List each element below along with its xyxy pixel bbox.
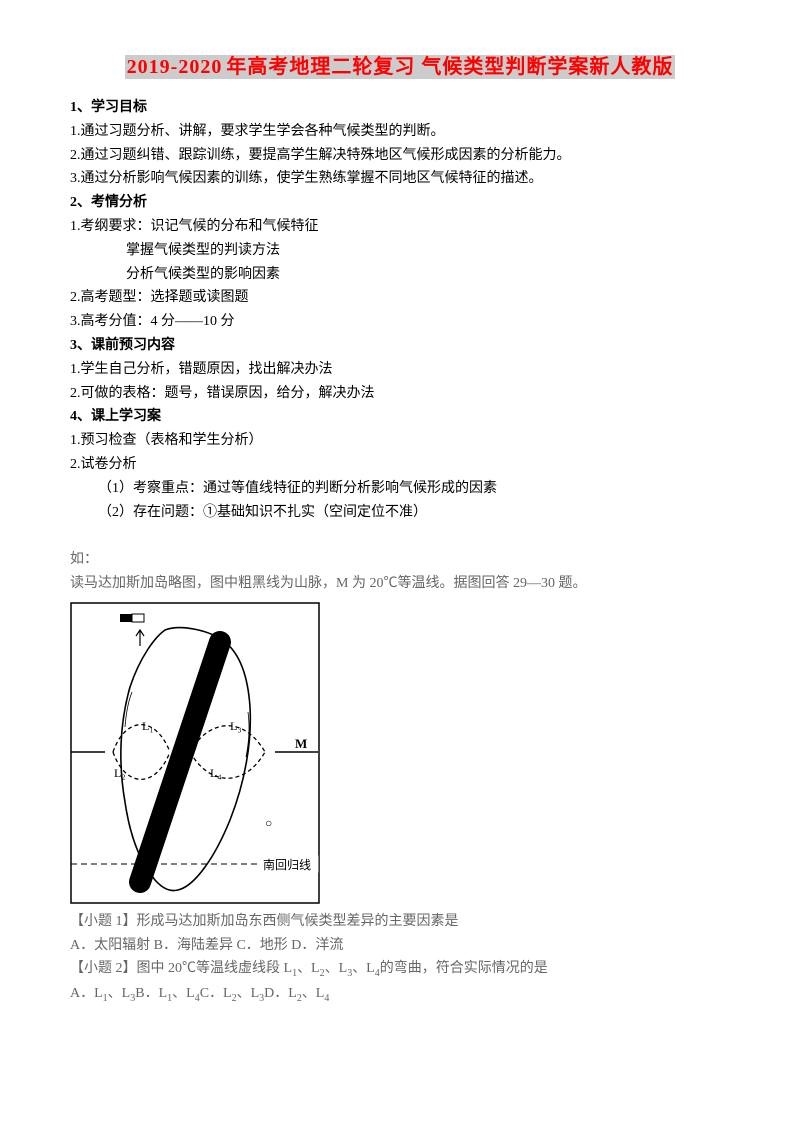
s2-line-2: 2.高考题型：选择题或读图题 [70, 286, 730, 310]
q2-stem: 【小题 2】图中 20℃等温线虚线段 L1、L2、L3、L4的弯曲，符合实际情况… [70, 957, 730, 982]
section-1-head: 1、学习目标 [70, 96, 730, 120]
madagascar-map: L₁ L₂ L₃ L₄ M ○ 南回归线 [70, 602, 730, 904]
section-4-head: 4、课上学习案 [70, 405, 730, 429]
section-3-head: 3、课前预习内容 [70, 334, 730, 358]
q2-stem-b: 的弯曲，符合实际情况的是 [380, 961, 548, 976]
s4-line-1: 1.预习检查（表格和学生分析） [70, 429, 730, 453]
s3-line-2: 2.可做的表格：题号，错误原因，给分，解决办法 [70, 382, 730, 406]
svg-text:L₁: L₁ [142, 719, 154, 733]
sub-d2: 4 [324, 993, 329, 1004]
s3-line-1: 1.学生自己分析，错题原因，找出解决办法 [70, 358, 730, 382]
sub-2: 2 [320, 968, 325, 979]
q2-opt-c: C．L [200, 986, 232, 1001]
sub-c1: 2 [232, 993, 237, 1004]
example-prompt: 读马达加斯加岛略图，图中粗黑线为山脉，M 为 20℃等温线。据图回答 29—30… [70, 572, 730, 596]
title-year: 2019-2020 [125, 55, 225, 79]
sub-d1: 2 [297, 993, 302, 1004]
spacer [70, 524, 730, 548]
s1-line-2: 2.通过习题纠错、跟踪训练，要提高学生解决特殊地区气候形成因素的分析能力。 [70, 144, 730, 168]
example-lead: 如： [70, 548, 730, 572]
s4-line-2: 2.试卷分析 [70, 453, 730, 477]
s2-line-1: 1.考纲要求：识记气候的分布和气候特征 [70, 215, 730, 239]
s2-line-1a: 掌握气候类型的判读方法 [70, 239, 730, 263]
s4-line-2b: （2）存在问题：①基础知识不扎实（空间定位不准） [70, 501, 730, 525]
title-rest: 年高考地理二轮复习 气候类型判断学案新人教版 [224, 55, 675, 79]
s1-line-3: 3.通过分析影响气候因素的训练，使学生熟练掌握不同地区气候特征的描述。 [70, 167, 730, 191]
q2-stem-a: 【小题 2】图中 20℃等温线虚线段 L [70, 961, 292, 976]
page-title: 2019-2020年高考地理二轮复习 气候类型判断学案新人教版 [70, 50, 730, 84]
sub-1: 1 [292, 968, 297, 979]
svg-text:M: M [295, 736, 307, 751]
q2-opt-d: D．L [264, 986, 297, 1001]
svg-text:L₃: L₃ [230, 719, 242, 733]
svg-text:L₂: L₂ [114, 766, 126, 780]
q1-stem: 【小题 1】形成马达加斯加岛东西侧气候类型差异的主要因素是 [70, 910, 730, 934]
q2-opt-b: B．L [135, 986, 167, 1001]
q2-opt-a: A．L [70, 986, 103, 1001]
s2-line-3: 3.高考分值：4 分——10 分 [70, 310, 730, 334]
q1-options: A．太阳辐射 B．海陆差异 C．地形 D．洋流 [70, 934, 730, 958]
sub-b1: 1 [167, 993, 172, 1004]
svg-text:L₄: L₄ [210, 766, 222, 780]
sub-3: 3 [347, 968, 352, 979]
q2-options: A．L1、L3B．L1、L4C．L2、L3D．L2、L4 [70, 982, 730, 1007]
svg-text:○: ○ [265, 816, 272, 830]
s4-line-2a: （1）考察重点：通过等值线特征的判断分析影响气候形成的因素 [70, 477, 730, 501]
s1-line-1: 1.通过习题分析、讲解，要求学生学会各种气候类型的判断。 [70, 120, 730, 144]
s2-line-1b: 分析气候类型的影响因素 [70, 263, 730, 287]
section-2-head: 2、考情分析 [70, 191, 730, 215]
sub-a1: 1 [103, 993, 108, 1004]
svg-text:南回归线: 南回归线 [263, 857, 311, 872]
